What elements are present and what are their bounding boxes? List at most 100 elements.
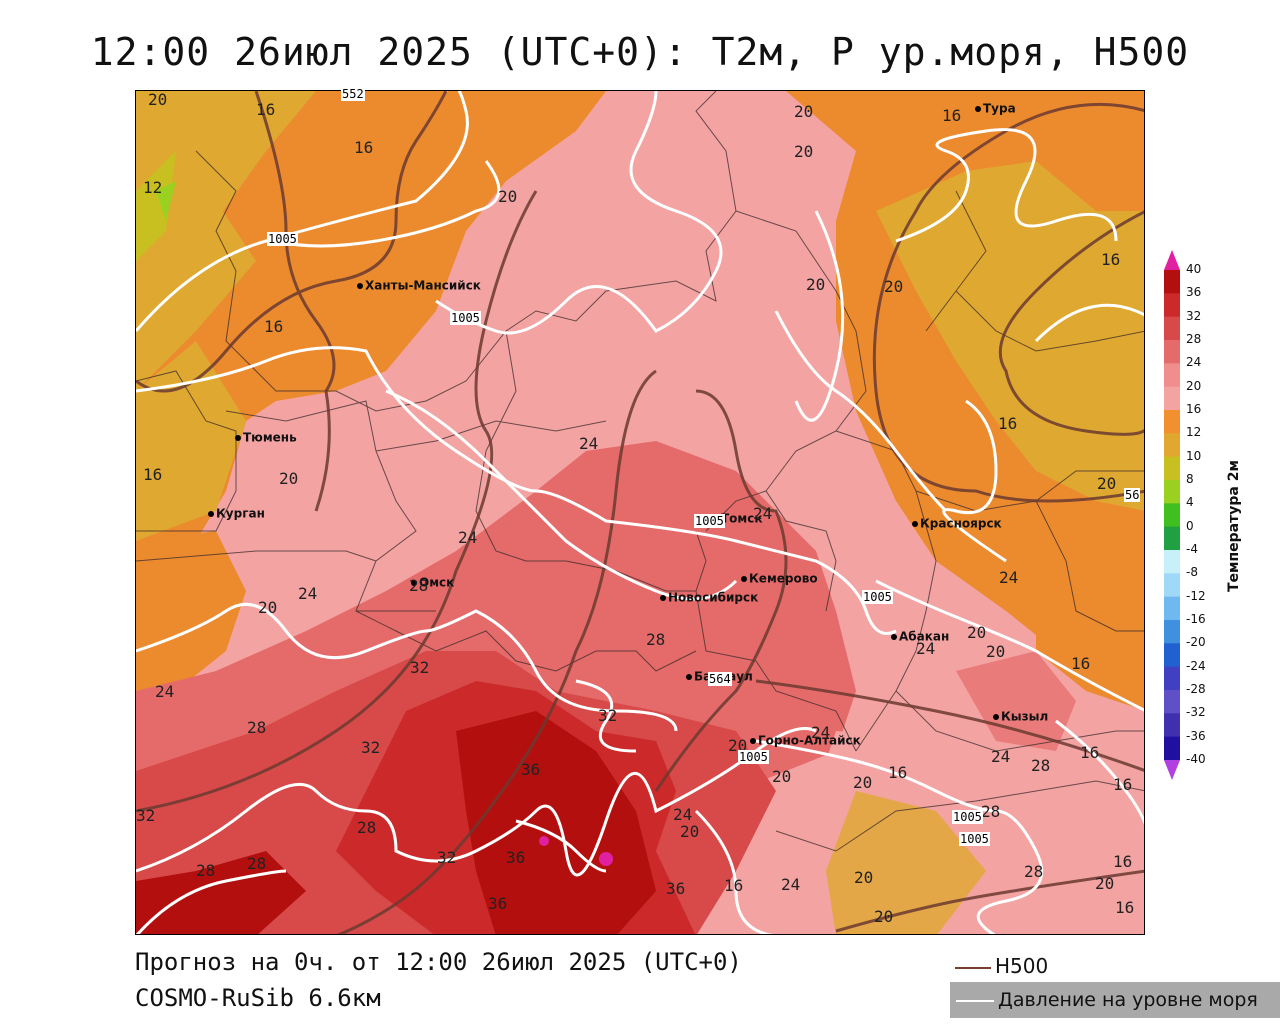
- city-name: Тура: [983, 101, 1016, 116]
- colorbar-tick: 36: [1186, 285, 1202, 300]
- temperature-label: 32: [361, 738, 381, 757]
- city-dot: [357, 282, 363, 289]
- temperature-label: 20: [853, 773, 873, 792]
- colorbar-swatch: [1164, 666, 1180, 691]
- temperature-label: 24: [999, 568, 1019, 587]
- forecast-info: Прогноз на 0ч. от 12:00 26июл 2025 (UTC+…: [135, 948, 742, 976]
- temperature-label: 20: [772, 767, 792, 786]
- colorbar-swatch: [1164, 316, 1180, 341]
- temperature-label: 28: [1024, 862, 1044, 881]
- temperature-label: 24: [916, 639, 936, 658]
- colorbar-swatch: [1164, 386, 1180, 411]
- colorbar-tick: -40: [1186, 752, 1206, 766]
- temperature-label: 24: [781, 875, 801, 894]
- colorbar-tick: -12: [1186, 588, 1206, 603]
- colorbar-swatch: [1164, 456, 1180, 481]
- colorbar-swatch: [1164, 736, 1180, 761]
- temperature-label: 28: [247, 718, 267, 737]
- temperature-label: 28: [196, 861, 216, 880]
- city-marker: Кызыл: [993, 709, 1048, 724]
- city-marker: Горно-Алтайск: [750, 733, 861, 748]
- pressure-line-swatch: [956, 999, 994, 1002]
- colorbar-swatch: [1164, 573, 1180, 598]
- pressure-contour-label: 1005: [959, 832, 990, 846]
- colorbar-tick: 4: [1186, 495, 1194, 510]
- h500-contour-label: 552: [341, 87, 365, 101]
- temperature-label: 20: [1097, 474, 1117, 493]
- temperature-label: 20: [279, 469, 299, 488]
- colorbar-tick: 10: [1186, 448, 1202, 463]
- legend-pressure: Давление на уровне моря: [950, 982, 1280, 1018]
- temperature-label: 20: [854, 868, 874, 887]
- temperature-label: 20: [498, 187, 518, 206]
- temperature-label: 36: [666, 879, 686, 898]
- temperature-label: 24: [458, 528, 478, 547]
- colorbar-swatch: [1164, 503, 1180, 528]
- temperature-label: 36: [506, 848, 526, 867]
- legend-pressure-label: Давление на уровне моря: [998, 989, 1258, 1011]
- temperature-label: 16: [1071, 654, 1091, 673]
- temperature-label: 24: [673, 805, 693, 824]
- legend-h500: H500: [955, 954, 1048, 978]
- temperature-label: 16: [1115, 898, 1135, 917]
- city-dot: [891, 633, 897, 640]
- temperature-label: 16: [1113, 775, 1133, 794]
- colorbar-tick: 8: [1186, 472, 1194, 486]
- temperature-label: 16: [998, 414, 1018, 433]
- city-marker: Тюмень: [235, 430, 297, 445]
- city-dot: [912, 520, 918, 527]
- city-name: Горно-Алтайск: [758, 733, 861, 748]
- city-marker: Красноярск: [912, 516, 1002, 531]
- colorbar-swatch: [1164, 526, 1180, 551]
- pressure-contour-label: 1005: [694, 514, 725, 528]
- temperature-label: 32: [598, 706, 618, 725]
- temperature-label: 20: [1095, 874, 1115, 893]
- city-dot: [208, 510, 214, 517]
- forecast-map: [135, 90, 1145, 935]
- colorbar-swatch: [1164, 410, 1180, 434]
- colorbar-bottom-tip: [1164, 760, 1180, 780]
- h500-contour-label: 564: [708, 672, 732, 686]
- city-dot: [750, 737, 756, 744]
- colorbar-tick: 20: [1186, 378, 1202, 393]
- colorbar-swatch: [1164, 293, 1180, 318]
- temperature-label: 32: [437, 848, 457, 867]
- temperature-label: 16: [264, 317, 284, 336]
- colorbar-swatch: [1164, 550, 1180, 574]
- temperature-label: 28: [409, 576, 429, 595]
- temperature-label: 36: [488, 894, 508, 913]
- temperature-label: 12: [143, 178, 163, 197]
- temperature-label: 16: [1113, 852, 1133, 871]
- colorbar-tick: 0: [1186, 518, 1194, 533]
- colorbar-swatch: [1164, 433, 1180, 458]
- colorbar-tick: 24: [1186, 355, 1202, 370]
- colorbar-swatch: [1164, 643, 1180, 668]
- pressure-contour-label: 1005: [862, 590, 893, 604]
- temperature-label: 28: [981, 802, 1001, 821]
- temperature-label: 20: [794, 102, 814, 121]
- city-dot: [993, 713, 999, 720]
- temperature-label: 24: [298, 584, 318, 603]
- temperature-label: 28: [646, 630, 666, 649]
- temperature-label: 16: [1080, 743, 1100, 762]
- temperature-label: 20: [967, 623, 987, 642]
- chart-title: 12:00 26июл 2025 (UTC+0): T2м, P ур.моря…: [90, 30, 1190, 74]
- city-marker: Новосибирск: [660, 590, 758, 605]
- h500-contour-label: 56: [1124, 488, 1141, 502]
- temperature-label: 16: [143, 465, 163, 484]
- colorbar-tick: -24: [1186, 658, 1206, 673]
- colorbar-tick: -32: [1186, 705, 1206, 720]
- temperature-label: 28: [1031, 756, 1051, 775]
- city-name: Курган: [216, 506, 265, 521]
- colorbar-swatch: [1164, 713, 1180, 738]
- colorbar-tick: 32: [1186, 308, 1202, 323]
- city-marker: Тура: [975, 101, 1016, 116]
- colorbar-tick: -36: [1186, 728, 1206, 743]
- colorbar-top-tip: [1164, 250, 1180, 270]
- colorbar-tick: 16: [1186, 402, 1202, 416]
- temperature-label: 16: [256, 100, 276, 119]
- colorbar-swatch: [1164, 596, 1180, 621]
- city-marker: Курган: [208, 506, 265, 521]
- city-marker: Кемерово: [741, 571, 818, 586]
- colorbar-tick: 40: [1186, 262, 1202, 276]
